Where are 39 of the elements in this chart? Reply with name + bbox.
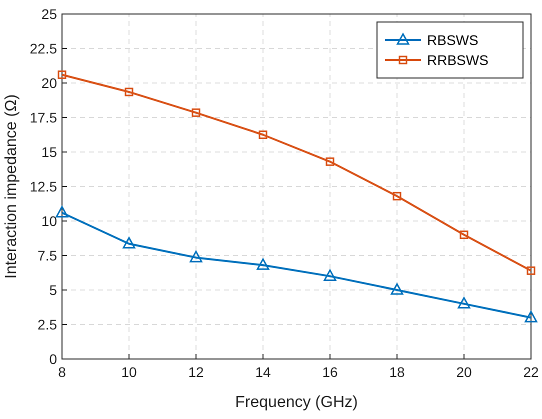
- y-tick-label: 17.5: [30, 110, 58, 126]
- y-tick-label: 7.5: [38, 248, 58, 264]
- point: [390, 283, 404, 295]
- x-tick-label: 14: [255, 364, 271, 380]
- point: [258, 130, 268, 139]
- x-tick-label: 22: [523, 364, 539, 380]
- point: [190, 250, 202, 262]
- y-tick-label: 25: [41, 6, 58, 22]
- x-tick-label: 8: [58, 364, 66, 380]
- x-tick-label: 10: [121, 364, 137, 380]
- y-tick-label: 12.5: [30, 178, 58, 194]
- point: [326, 157, 334, 166]
- legend-label: RBSWS: [427, 32, 478, 48]
- point: [526, 266, 536, 275]
- x-tick-label: 16: [322, 364, 338, 380]
- x-tick-label: 20: [456, 364, 472, 380]
- point: [458, 297, 470, 309]
- x-tick-label: 12: [188, 364, 204, 380]
- point: [256, 258, 270, 270]
- legend-label: RRBSWS: [427, 52, 488, 68]
- point: [56, 206, 68, 218]
- y-tick-label: 0: [49, 351, 58, 367]
- x-axis-title: Frequency (GHz): [235, 394, 358, 411]
- point: [122, 237, 136, 249]
- y-tick-label: 22.5: [30, 40, 58, 56]
- point: [192, 108, 200, 117]
- x-tick-label: 18: [389, 364, 405, 380]
- point: [460, 230, 468, 240]
- point: [392, 192, 402, 200]
- y-tick-label: 2.5: [38, 316, 58, 332]
- y-tick-label: 15: [41, 144, 58, 160]
- point: [324, 269, 336, 281]
- point: [524, 310, 538, 322]
- point: [58, 70, 66, 79]
- y-tick-label: 20: [41, 75, 58, 91]
- y-tick-label: 5: [49, 282, 58, 298]
- y-axis-title: Interaction impedance (Ω): [3, 94, 20, 279]
- point: [124, 88, 134, 96]
- y-tick-label: 10: [41, 213, 58, 229]
